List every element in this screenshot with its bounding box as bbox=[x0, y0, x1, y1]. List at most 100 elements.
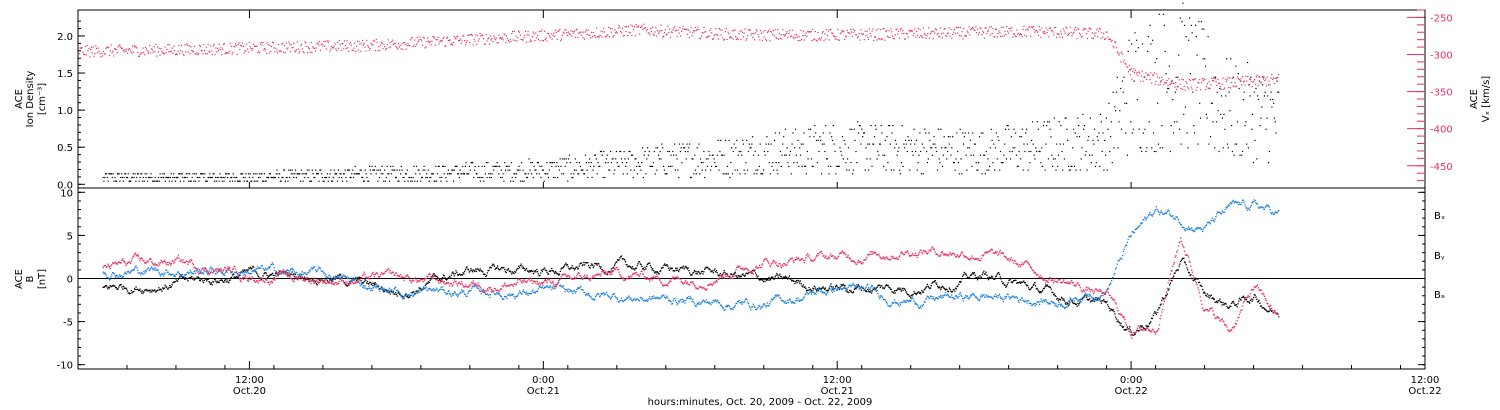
data-point bbox=[1091, 154, 1093, 156]
data-point bbox=[610, 162, 613, 164]
data-point bbox=[827, 30, 829, 32]
data-point bbox=[348, 281, 350, 283]
data-point bbox=[221, 280, 223, 282]
data-point bbox=[1173, 132, 1175, 134]
data-point bbox=[549, 36, 551, 38]
data-point bbox=[141, 173, 143, 175]
data-point bbox=[1234, 304, 1236, 306]
data-point bbox=[1150, 43, 1152, 45]
data-point bbox=[934, 280, 936, 282]
data-point bbox=[856, 286, 858, 289]
data-point bbox=[818, 38, 820, 40]
data-point bbox=[452, 42, 455, 44]
data-point bbox=[723, 154, 725, 156]
data-point bbox=[1247, 301, 1249, 303]
data-point bbox=[238, 180, 240, 182]
data-point bbox=[415, 173, 417, 175]
data-point bbox=[1205, 88, 1207, 91]
data-point bbox=[271, 45, 273, 48]
data-point bbox=[130, 51, 132, 53]
data-point bbox=[322, 180, 324, 182]
data-point bbox=[980, 27, 982, 29]
data-point bbox=[1176, 269, 1179, 271]
data-point bbox=[1168, 288, 1170, 290]
data-point bbox=[410, 37, 412, 39]
data-point bbox=[666, 33, 668, 35]
data-point bbox=[981, 273, 983, 276]
data-point bbox=[1061, 36, 1064, 38]
data-point bbox=[706, 36, 708, 38]
data-point bbox=[1238, 297, 1241, 299]
data-point bbox=[681, 162, 683, 164]
data-point bbox=[374, 50, 376, 52]
data-point bbox=[554, 176, 556, 179]
data-point bbox=[875, 288, 877, 291]
data-point bbox=[1178, 54, 1180, 56]
data-point bbox=[1216, 84, 1218, 86]
data-point bbox=[869, 291, 871, 293]
data-point bbox=[942, 286, 944, 288]
data-point bbox=[577, 267, 579, 270]
data-point bbox=[531, 270, 533, 273]
data-point bbox=[1134, 69, 1136, 71]
data-point bbox=[1098, 132, 1100, 134]
data-point bbox=[315, 283, 318, 285]
data-point bbox=[634, 158, 636, 160]
data-point bbox=[380, 288, 382, 290]
data-point bbox=[313, 282, 315, 284]
data-point bbox=[718, 27, 720, 30]
data-point bbox=[338, 274, 340, 276]
data-point bbox=[938, 286, 940, 288]
data-point bbox=[109, 278, 111, 280]
data-point bbox=[464, 40, 466, 42]
data-point bbox=[1050, 29, 1052, 31]
data-point bbox=[213, 43, 215, 45]
data-point bbox=[1058, 121, 1060, 123]
data-point bbox=[587, 262, 589, 264]
data-point bbox=[171, 47, 173, 49]
data-point bbox=[1243, 296, 1245, 299]
data-point bbox=[487, 38, 489, 40]
data-point bbox=[659, 270, 661, 273]
data-point bbox=[1086, 298, 1088, 300]
data-point bbox=[227, 269, 229, 271]
data-point bbox=[916, 30, 918, 33]
data-point bbox=[175, 53, 177, 55]
data-point bbox=[140, 52, 142, 54]
data-point bbox=[213, 281, 215, 283]
data-point bbox=[218, 43, 220, 45]
data-point bbox=[737, 154, 739, 156]
data-point bbox=[470, 34, 472, 36]
data-point bbox=[741, 273, 743, 276]
data-point bbox=[144, 54, 146, 56]
data-point bbox=[674, 169, 676, 171]
data-point bbox=[117, 276, 119, 278]
data-point bbox=[471, 35, 473, 37]
data-point bbox=[195, 53, 197, 55]
data-point bbox=[972, 28, 974, 30]
data-point bbox=[498, 292, 500, 295]
data-point bbox=[433, 290, 435, 292]
data-point bbox=[371, 289, 373, 291]
data-point bbox=[863, 132, 865, 134]
data-point bbox=[472, 269, 474, 271]
data-point bbox=[287, 180, 289, 182]
data-point bbox=[814, 125, 816, 127]
data-point bbox=[626, 162, 628, 164]
data-point bbox=[718, 275, 720, 277]
data-point bbox=[1071, 301, 1074, 303]
data-point bbox=[544, 267, 546, 269]
data-point bbox=[978, 32, 980, 34]
data-point bbox=[384, 46, 386, 48]
data-point bbox=[270, 51, 272, 53]
data-point bbox=[489, 294, 492, 296]
data-point bbox=[310, 268, 312, 270]
data-point bbox=[344, 169, 346, 171]
data-point bbox=[1113, 47, 1115, 49]
data-point bbox=[505, 165, 507, 167]
data-point bbox=[397, 180, 399, 182]
data-point bbox=[146, 269, 148, 271]
data-point bbox=[1226, 305, 1228, 308]
data-point bbox=[229, 180, 231, 182]
data-point bbox=[174, 280, 176, 283]
